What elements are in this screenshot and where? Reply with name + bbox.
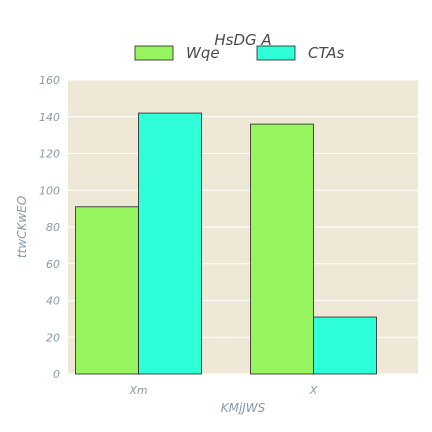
legend-label-wqe: Wqe — [186, 44, 220, 62]
legend: Wqe CTAs — [134, 44, 345, 62]
legend-label-ctas: CTAs — [308, 44, 345, 62]
y-axis-label: ttwCKwEO — [15, 196, 29, 258]
y-tick-label: 140 — [39, 111, 60, 124]
bar-ctas-xm — [138, 112, 202, 375]
x-tick-label: X — [309, 384, 318, 397]
legend-swatch-wqe — [134, 45, 174, 61]
x-axis-ticks: Xm X — [128, 384, 317, 397]
y-tick-label: 40 — [46, 295, 60, 308]
y-tick-label: 160 — [39, 74, 60, 87]
y-tick-label: 20 — [46, 331, 60, 344]
y-tick-label: 0 — [53, 368, 60, 381]
bars — [75, 112, 377, 375]
x-tick-label: Xm — [128, 384, 147, 397]
chart-title: HsDG A — [214, 31, 271, 49]
y-tick-label: 80 — [46, 221, 60, 234]
bar-ctas-x — [313, 316, 377, 375]
legend-swatch-ctas — [256, 45, 296, 61]
y-axis-ticks: 0 20 40 60 80 100 120 140 160 — [39, 74, 60, 381]
bar-wqe-xm — [75, 206, 139, 375]
y-tick-label: 120 — [39, 148, 60, 161]
bar-wqe-x — [250, 123, 314, 375]
y-tick-label: 100 — [39, 184, 60, 197]
y-tick-label: 60 — [46, 258, 60, 271]
x-axis-label: KMjJWS — [221, 401, 266, 415]
